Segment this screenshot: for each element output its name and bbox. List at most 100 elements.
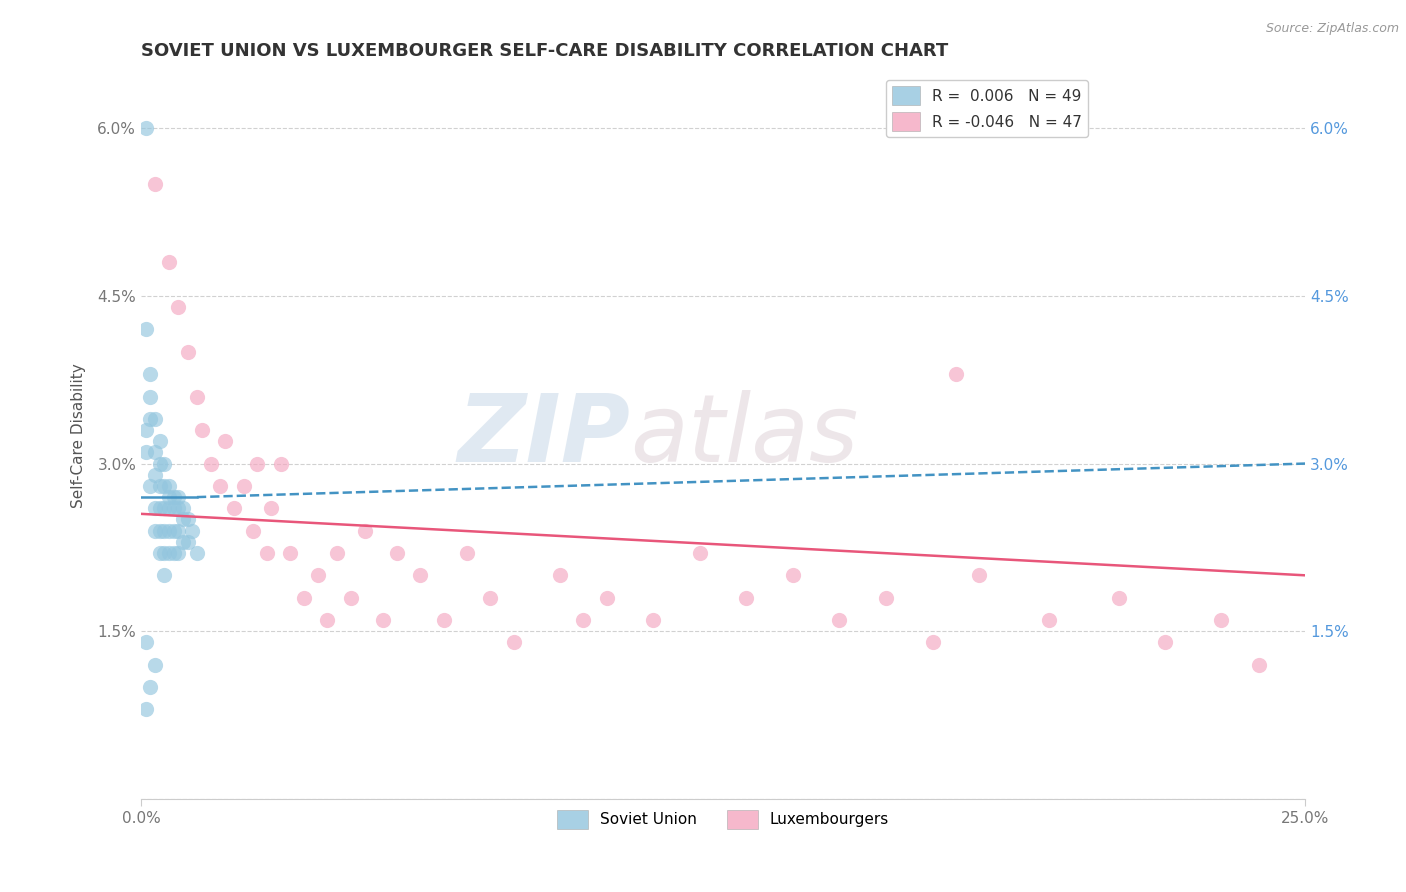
Point — [157, 524, 180, 538]
Point — [135, 635, 157, 649]
Point — [149, 479, 172, 493]
Point — [139, 412, 162, 426]
Point — [1211, 613, 1233, 627]
Point — [1038, 613, 1060, 627]
Point — [409, 568, 432, 582]
Point — [307, 568, 329, 582]
Point — [172, 534, 194, 549]
Point — [1154, 635, 1177, 649]
Point — [353, 524, 375, 538]
Point — [135, 121, 157, 136]
Point — [186, 546, 208, 560]
Point — [153, 501, 176, 516]
Point — [153, 568, 176, 582]
Point — [242, 524, 264, 538]
Point — [214, 434, 236, 449]
Point — [176, 512, 198, 526]
Point — [153, 457, 176, 471]
Point — [643, 613, 665, 627]
Point — [176, 344, 198, 359]
Point — [316, 613, 339, 627]
Point — [572, 613, 595, 627]
Point — [149, 546, 172, 560]
Point — [373, 613, 395, 627]
Point — [167, 546, 190, 560]
Point — [875, 591, 897, 605]
Point — [139, 390, 162, 404]
Point — [153, 479, 176, 493]
Point — [292, 591, 315, 605]
Point — [139, 479, 162, 493]
Point — [143, 445, 166, 459]
Point — [153, 546, 176, 560]
Point — [149, 524, 172, 538]
Point — [135, 445, 157, 459]
Point — [921, 635, 943, 649]
Point — [339, 591, 361, 605]
Text: atlas: atlas — [630, 390, 858, 481]
Point — [200, 457, 222, 471]
Point — [167, 501, 190, 516]
Point — [186, 390, 208, 404]
Point — [181, 524, 204, 538]
Point — [256, 546, 278, 560]
Point — [143, 524, 166, 538]
Point — [172, 501, 194, 516]
Point — [595, 591, 617, 605]
Point — [153, 524, 176, 538]
Point — [157, 546, 180, 560]
Point — [172, 512, 194, 526]
Point — [1108, 591, 1130, 605]
Point — [433, 613, 456, 627]
Point — [163, 546, 186, 560]
Point — [149, 501, 172, 516]
Point — [232, 479, 254, 493]
Point — [139, 680, 162, 694]
Point — [149, 457, 172, 471]
Point — [157, 479, 180, 493]
Point — [143, 412, 166, 426]
Point — [548, 568, 571, 582]
Point — [157, 255, 180, 269]
Point — [139, 367, 162, 381]
Point — [782, 568, 804, 582]
Point — [167, 490, 190, 504]
Point — [209, 479, 232, 493]
Point — [190, 423, 212, 437]
Point — [163, 501, 186, 516]
Point — [135, 423, 157, 437]
Point — [157, 490, 180, 504]
Text: ZIP: ZIP — [457, 390, 630, 482]
Point — [945, 367, 967, 381]
Text: Source: ZipAtlas.com: Source: ZipAtlas.com — [1265, 22, 1399, 36]
Point — [143, 657, 166, 672]
Legend: Soviet Union, Luxembourgers: Soviet Union, Luxembourgers — [551, 804, 896, 835]
Point — [278, 546, 301, 560]
Point — [157, 501, 180, 516]
Point — [149, 434, 172, 449]
Point — [163, 490, 186, 504]
Point — [224, 501, 246, 516]
Point — [260, 501, 283, 516]
Point — [167, 300, 190, 314]
Point — [735, 591, 758, 605]
Point — [828, 613, 851, 627]
Text: SOVIET UNION VS LUXEMBOURGER SELF-CARE DISABILITY CORRELATION CHART: SOVIET UNION VS LUXEMBOURGER SELF-CARE D… — [141, 42, 948, 60]
Point — [135, 702, 157, 716]
Point — [163, 524, 186, 538]
Point — [176, 534, 198, 549]
Point — [167, 524, 190, 538]
Point — [385, 546, 408, 560]
Point — [143, 177, 166, 191]
Point — [967, 568, 990, 582]
Point — [456, 546, 478, 560]
Point — [143, 467, 166, 482]
Point — [479, 591, 502, 605]
Point — [325, 546, 347, 560]
Point — [246, 457, 269, 471]
Point — [502, 635, 524, 649]
Point — [135, 322, 157, 336]
Point — [270, 457, 292, 471]
Point — [689, 546, 711, 560]
Y-axis label: Self-Care Disability: Self-Care Disability — [72, 363, 86, 508]
